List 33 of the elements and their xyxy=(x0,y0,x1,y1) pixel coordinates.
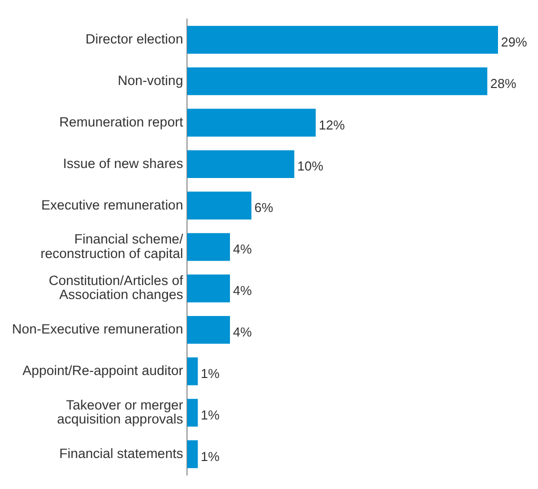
data-label: 1% xyxy=(200,407,220,422)
y-tick-label: Remuneration report xyxy=(59,114,184,130)
data-label: 1% xyxy=(200,448,220,464)
data-label: 6% xyxy=(254,200,274,216)
y-tick-label: Constitution/Articles of Association changes xyxy=(48,273,184,302)
y-tick-label: Financial scheme/ reconstruction of capital xyxy=(40,232,184,261)
data-label: 4% xyxy=(232,242,252,257)
bar xyxy=(187,357,198,386)
data-label: 10% xyxy=(297,158,324,174)
y-tick-label: Financial statements xyxy=(59,446,184,461)
data-label: 1% xyxy=(200,366,220,381)
y-tick-label: Non-voting xyxy=(118,72,184,88)
bar xyxy=(187,192,252,220)
bar xyxy=(187,440,198,468)
bar xyxy=(187,150,294,178)
data-label: 28% xyxy=(490,76,517,91)
y-tick-label: Non-Executive remuneration xyxy=(12,322,184,337)
data-label: 29% xyxy=(501,34,528,50)
bar xyxy=(187,398,198,427)
data-label: 4% xyxy=(232,283,252,298)
y-tick-label: Director election xyxy=(86,32,184,47)
data-label: 12% xyxy=(318,117,346,132)
data-label: 4% xyxy=(232,324,252,340)
y-tick-label: Issue of new shares xyxy=(63,156,184,171)
y-tick-label: Appoint/Re-appoint auditor xyxy=(22,363,184,378)
bar xyxy=(187,108,316,137)
y-tick-label: Executive remuneration xyxy=(41,197,184,212)
bar xyxy=(187,26,498,54)
bar xyxy=(187,316,230,344)
bar xyxy=(187,233,230,261)
bar xyxy=(187,274,230,302)
bar xyxy=(187,67,488,96)
y-tick-label: Takeover or merger acquisition approvals xyxy=(57,397,184,427)
